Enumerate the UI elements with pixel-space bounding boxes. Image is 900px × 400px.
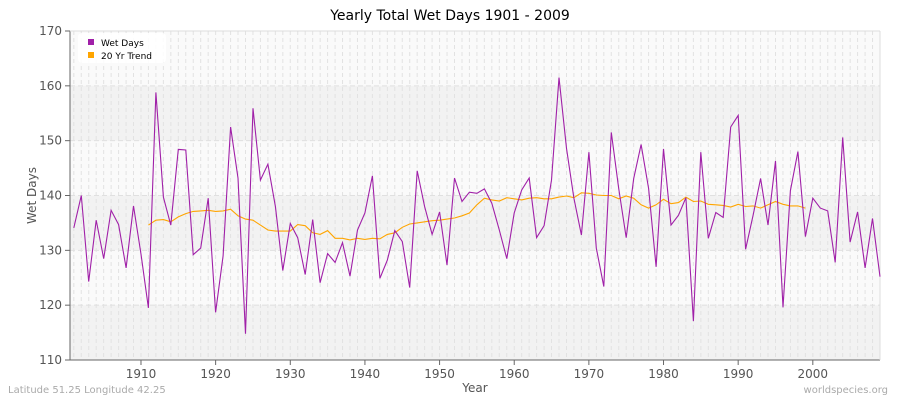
plot-band xyxy=(70,305,880,360)
x-tick-label: 1920 xyxy=(200,367,231,381)
x-tick-label: 1960 xyxy=(499,367,530,381)
x-tick-label: 1990 xyxy=(723,367,754,381)
y-tick-label: 140 xyxy=(39,189,62,203)
chart-title: Yearly Total Wet Days 1901 - 2009 xyxy=(330,8,570,24)
legend-label: Wet Days xyxy=(101,39,144,49)
site-credit: worldspecies.org xyxy=(803,385,888,396)
plot-band xyxy=(70,85,880,141)
location-label: Latitude 51.25 Longitude 42.25 xyxy=(8,385,166,396)
y-axis-label: Wet Days xyxy=(25,167,39,224)
y-tick-label: 120 xyxy=(39,298,62,312)
x-tick-label: 1980 xyxy=(648,367,679,381)
legend-swatch xyxy=(88,52,94,58)
series-line-20-yr-trend xyxy=(148,192,806,241)
x-tick-label: 1930 xyxy=(275,367,306,381)
y-tick-label: 130 xyxy=(39,243,62,257)
y-tick-label: 170 xyxy=(39,24,62,38)
legend-label: 20 Yr Trend xyxy=(101,52,152,62)
legend-box xyxy=(78,33,166,63)
x-tick-label: 1950 xyxy=(424,367,455,381)
x-tick-label: 1940 xyxy=(350,367,381,381)
y-tick-label: 160 xyxy=(39,79,62,93)
y-tick-label: 150 xyxy=(39,134,62,148)
x-tick-label: 2000 xyxy=(798,367,829,381)
x-tick-label: 1970 xyxy=(574,367,605,381)
x-tick-label: 1910 xyxy=(126,367,157,381)
legend-swatch xyxy=(88,39,94,45)
y-tick-label: 110 xyxy=(39,353,62,367)
x-axis-label: Year xyxy=(461,381,487,395)
